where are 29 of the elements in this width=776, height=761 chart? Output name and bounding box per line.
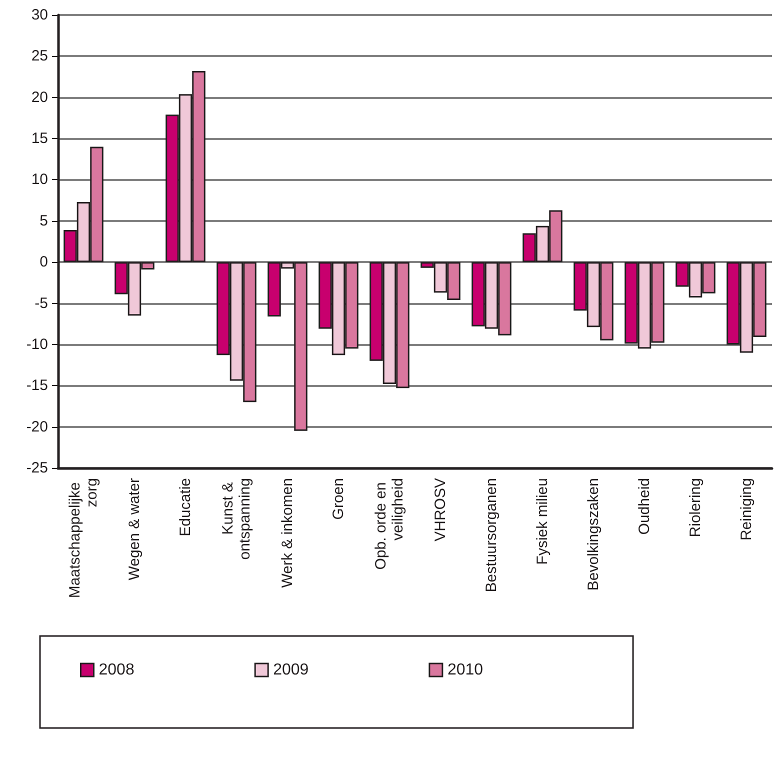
x-tick-label: Maatschappelijke zorg	[66, 478, 100, 598]
x-tick-label: Fysiek milieu	[534, 478, 551, 565]
y-tick-label: -10	[26, 336, 48, 353]
x-tick-label: Wegen & water	[126, 478, 143, 580]
y-tick-label: 25	[31, 48, 48, 65]
x-tick-label: Werk & inkomen	[279, 478, 296, 588]
x-tick-label: Riolering	[687, 478, 704, 538]
legend-label: 2010	[447, 662, 484, 678]
x-tick-label: Bevolkingszaken	[585, 478, 602, 591]
y-tick-label: 20	[31, 88, 48, 106]
x-tick-label: Oudheid	[636, 478, 653, 535]
x-tick-label: VHROSV	[432, 478, 449, 542]
x-tick-label: Kunst & ontspanning	[220, 478, 254, 560]
x-tick-label: Educatie	[177, 478, 194, 536]
x-tick-label: Bestuursorganen	[483, 478, 500, 592]
y-tick-label: 0	[40, 254, 48, 271]
y-tick-label: -20	[26, 418, 48, 436]
legend-label: 2009	[273, 662, 309, 678]
y-tick-label: -15	[26, 377, 48, 394]
y-tick-label: 15	[31, 130, 48, 148]
y-tick-label: -5	[34, 294, 48, 312]
y-tick-label: 10	[31, 171, 48, 188]
y-tick-label: -25	[26, 460, 48, 476]
x-tick-label: Reiniging	[738, 478, 755, 541]
y-tick-label: 5	[40, 212, 48, 230]
x-tick-label: Opb. orde en veiligheid	[372, 478, 406, 570]
x-tick-label: Groen	[330, 478, 347, 520]
legend-label: 2008	[98, 662, 134, 678]
y-tick-label: 30	[31, 6, 48, 24]
